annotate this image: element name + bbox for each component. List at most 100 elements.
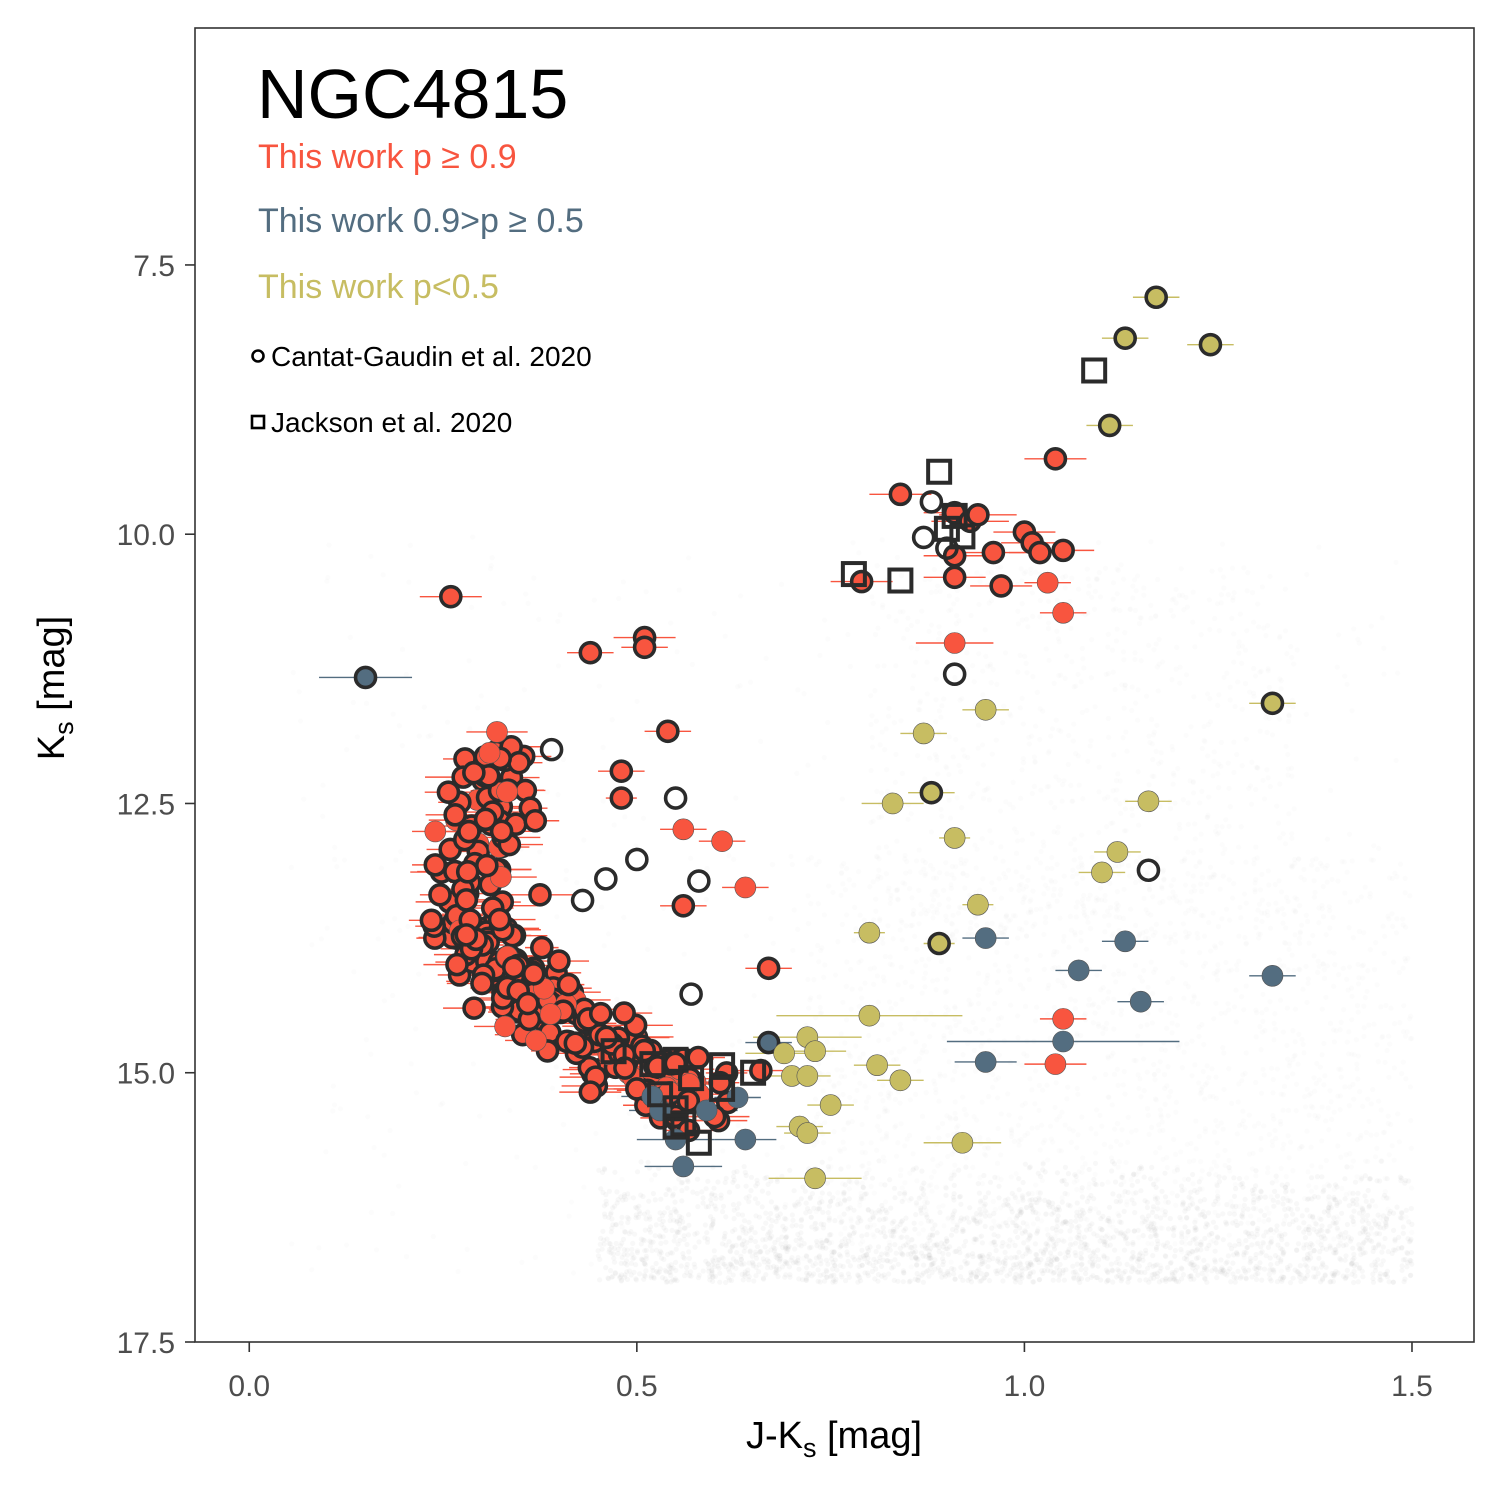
field-star bbox=[1140, 930, 1146, 936]
field-star bbox=[852, 1070, 858, 1076]
field-star bbox=[1059, 979, 1065, 986]
field-star bbox=[1231, 631, 1237, 637]
field-star bbox=[853, 926, 859, 932]
field-star bbox=[1060, 1267, 1066, 1273]
field-star bbox=[1189, 1073, 1195, 1079]
field-star bbox=[1117, 1261, 1123, 1267]
field-star bbox=[870, 1214, 876, 1220]
field-star bbox=[1007, 711, 1013, 717]
field-star bbox=[1032, 759, 1038, 766]
field-star bbox=[1236, 1175, 1243, 1182]
field-star bbox=[670, 1193, 676, 1199]
field-star bbox=[1287, 1280, 1294, 1286]
field-star bbox=[380, 572, 386, 578]
field-star bbox=[1301, 1245, 1307, 1251]
field-star bbox=[1391, 1065, 1397, 1071]
field-star bbox=[1101, 964, 1107, 970]
field-star bbox=[731, 1216, 737, 1222]
field-star bbox=[871, 1190, 877, 1196]
field-star bbox=[830, 889, 836, 895]
field-star bbox=[1304, 1128, 1310, 1134]
field-star bbox=[912, 1243, 918, 1249]
field-star bbox=[983, 1152, 989, 1159]
field-star bbox=[1217, 1269, 1223, 1275]
field-star bbox=[893, 1250, 899, 1256]
field-star bbox=[1185, 933, 1191, 939]
field-star bbox=[416, 733, 422, 739]
field-star bbox=[881, 1272, 887, 1278]
field-star bbox=[478, 693, 484, 699]
field-star bbox=[1020, 1179, 1026, 1186]
field-star bbox=[739, 1241, 745, 1247]
field-star bbox=[888, 1233, 895, 1239]
field-star bbox=[1047, 1250, 1054, 1256]
field-star bbox=[1053, 774, 1059, 780]
field-star bbox=[1130, 595, 1136, 601]
field-star bbox=[1145, 1223, 1151, 1229]
field-star bbox=[1332, 1250, 1338, 1256]
field-star bbox=[1096, 540, 1102, 546]
field-star bbox=[1010, 779, 1016, 785]
field-star bbox=[989, 840, 995, 846]
field-star bbox=[1030, 613, 1036, 620]
field-star bbox=[943, 976, 950, 982]
field-star bbox=[1133, 1171, 1139, 1178]
field-star bbox=[1078, 929, 1084, 936]
field-star bbox=[945, 1153, 951, 1160]
field-star bbox=[1070, 873, 1076, 880]
field-star bbox=[1151, 969, 1157, 975]
field-star bbox=[942, 1047, 948, 1054]
field-star bbox=[682, 1225, 688, 1231]
field-star bbox=[1296, 1225, 1302, 1231]
field-star bbox=[1151, 729, 1157, 735]
field-star bbox=[1211, 749, 1217, 755]
field-star bbox=[1102, 892, 1108, 899]
field-star bbox=[1197, 800, 1203, 806]
field-star bbox=[1261, 1123, 1267, 1129]
field-star bbox=[1297, 940, 1303, 946]
field-star bbox=[347, 634, 353, 641]
field-star bbox=[470, 1061, 476, 1067]
field-star bbox=[1042, 1137, 1048, 1143]
field-star bbox=[1278, 686, 1284, 692]
field-star bbox=[694, 1230, 700, 1236]
field-star bbox=[1275, 1255, 1281, 1261]
field-star bbox=[1105, 1054, 1111, 1060]
field-star bbox=[1289, 831, 1295, 837]
field-star bbox=[876, 814, 882, 821]
field-star bbox=[861, 1255, 867, 1262]
field-star bbox=[913, 858, 920, 864]
field-star bbox=[1289, 773, 1295, 779]
field-star bbox=[1346, 1051, 1352, 1057]
field-star bbox=[931, 875, 937, 881]
field-star bbox=[1146, 1131, 1152, 1137]
field-star bbox=[806, 1245, 813, 1251]
field-star bbox=[1025, 1130, 1031, 1136]
field-star bbox=[944, 1246, 951, 1252]
field-star bbox=[1359, 1207, 1366, 1213]
field-star bbox=[860, 1184, 866, 1190]
field-star bbox=[375, 936, 381, 942]
field-star bbox=[1018, 1210, 1024, 1216]
field-star bbox=[1173, 1151, 1179, 1157]
field-star bbox=[1141, 1174, 1147, 1180]
field-star bbox=[1267, 573, 1273, 579]
field-star bbox=[1357, 1089, 1363, 1095]
field-star bbox=[1392, 870, 1398, 876]
field-star bbox=[648, 1177, 655, 1183]
field-star bbox=[1000, 858, 1006, 864]
field-star bbox=[916, 921, 922, 927]
field-star bbox=[1243, 859, 1249, 865]
field-star bbox=[942, 1073, 948, 1079]
field-star bbox=[1233, 1019, 1239, 1025]
field-star bbox=[1057, 892, 1063, 898]
field-star bbox=[922, 1243, 928, 1249]
field-star bbox=[1353, 1037, 1359, 1043]
field-star bbox=[687, 1273, 693, 1279]
field-star bbox=[1195, 1001, 1201, 1007]
field-star bbox=[1354, 1003, 1361, 1009]
field-star bbox=[1001, 1267, 1007, 1273]
field-star bbox=[739, 1212, 746, 1218]
field-star bbox=[469, 604, 475, 610]
field-star bbox=[1350, 1158, 1356, 1164]
